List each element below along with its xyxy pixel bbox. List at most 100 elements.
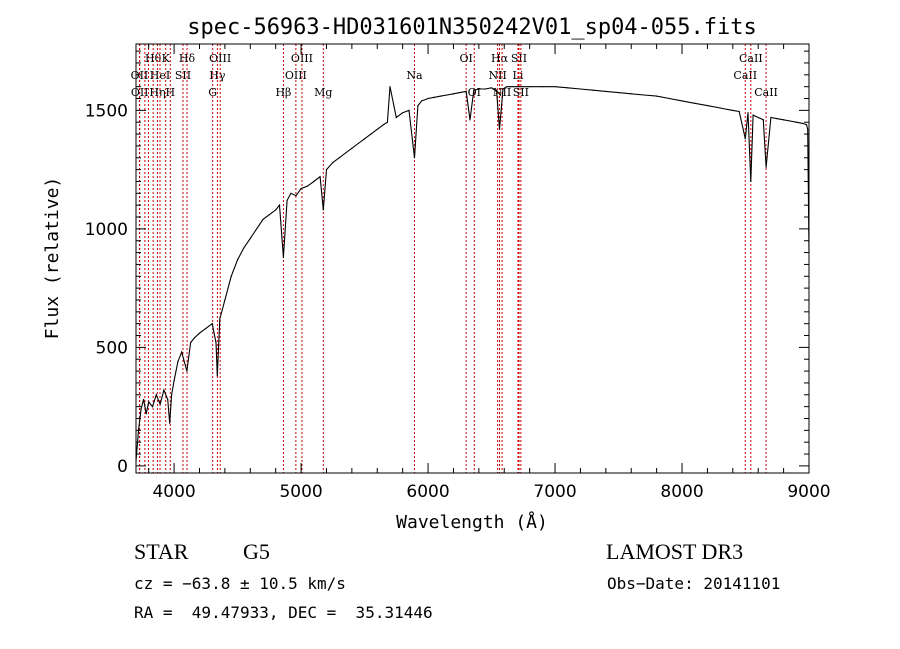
spectrum-point <box>278 204 281 206</box>
spectrum-point <box>313 180 315 183</box>
line-marker-label: Hη <box>149 86 165 99</box>
line-marker-label: SII <box>511 52 527 65</box>
spectrum-point <box>282 256 285 258</box>
spectrum-point <box>630 93 632 95</box>
spectrum-point <box>681 100 683 102</box>
spectrum-point <box>230 275 232 277</box>
y-axis-ticks: 0 500 1000 1500 <box>85 50 809 477</box>
spectrum-point <box>205 327 207 330</box>
spectrum-point <box>541 86 543 88</box>
spectrum-point <box>554 86 556 88</box>
observation-date: Obs−Date: 20141101 <box>607 574 781 593</box>
spectrum-point <box>338 157 340 159</box>
spectrum-point <box>236 259 239 261</box>
spectrum-point <box>186 370 188 372</box>
spectrum-point <box>427 97 429 100</box>
spectrum-point <box>732 109 734 111</box>
line-marker-label: Hα <box>491 52 509 65</box>
spectrum-point <box>290 192 292 194</box>
spectrum-point <box>465 90 467 93</box>
spectrum-point <box>770 116 772 119</box>
line-marker-label: OII <box>131 86 149 99</box>
spectrum-point <box>286 199 288 202</box>
spectrum-point <box>300 187 302 190</box>
spectrum-point <box>243 247 245 249</box>
spectrum-point <box>322 209 324 211</box>
spectrum-point <box>509 86 512 88</box>
spectrum-point <box>757 116 759 119</box>
spectrum-point <box>446 94 448 96</box>
x-tick-label: 8000 <box>660 482 703 502</box>
spectrum-point <box>159 403 161 405</box>
spectrum-point <box>155 394 157 396</box>
line-marker-label: Li <box>513 69 524 82</box>
spectrum-point <box>776 118 778 120</box>
spectrum-point <box>319 176 321 178</box>
spectrum-line <box>135 86 810 462</box>
spectral-line-markers: OIIOIIHθHηHeIKHSIIHδGHγOIIIHβOIIIOIIIMgN… <box>131 44 778 473</box>
spectrum-point <box>306 185 309 187</box>
line-marker-label: Na <box>406 69 423 82</box>
chart-title: spec-56963-HD031601N350242V01_sp04-055.f… <box>187 15 757 40</box>
spectrum-point <box>332 161 334 164</box>
spectrum-point <box>325 169 328 171</box>
line-marker-label: OIII <box>285 69 307 82</box>
x-tick-label: 5000 <box>279 482 322 502</box>
x-tick-label: 7000 <box>533 482 576 502</box>
spectrum-point <box>170 394 173 396</box>
object-subclass: G5 <box>243 539 270 564</box>
line-marker-label: NII <box>493 86 511 99</box>
spectrum-point <box>567 87 569 89</box>
spectrum-point <box>395 116 397 119</box>
survey-name: LAMOST DR3 <box>606 539 744 564</box>
spectrum-point <box>752 114 754 116</box>
line-marker-label: Hγ <box>209 69 226 82</box>
spectrum-point <box>386 121 389 123</box>
spectrum-point <box>805 123 808 126</box>
spectrum-point <box>473 89 475 91</box>
x-axis-ticks: 4000 5000 6000 7000 8000 9000 <box>148 44 831 502</box>
spectrum-point <box>417 105 419 107</box>
spectrum-point <box>363 138 366 140</box>
spectrum-point <box>167 398 169 401</box>
spectrum-point <box>383 123 385 126</box>
spectrum-point <box>738 110 740 113</box>
spectrum-point <box>744 138 746 140</box>
line-marker-label: SII <box>175 69 191 82</box>
spectrum-series <box>135 86 810 462</box>
x-tick-label: 6000 <box>406 482 449 502</box>
line-marker-label: G <box>208 86 217 99</box>
line-marker-label: OI <box>468 86 481 99</box>
spectrum-point <box>249 237 251 239</box>
spectrum-point <box>579 88 582 90</box>
spectrum-point <box>496 90 498 93</box>
spectrum-point <box>190 342 192 344</box>
spectrum-point <box>211 323 213 325</box>
spectrum-point <box>413 157 416 159</box>
line-marker-label: HeI <box>150 69 170 82</box>
redshift-readout: cz = −63.8 ± 10.5 km/s <box>134 574 346 593</box>
spectrum-point <box>516 86 518 88</box>
spectrum-point <box>498 128 501 130</box>
y-tick-label: 0 <box>117 457 128 477</box>
spectrum-point <box>478 88 480 90</box>
spectrum-point <box>173 379 175 382</box>
line-marker-label: SII <box>513 86 529 99</box>
y-tick-label: 1500 <box>85 101 128 121</box>
spectrum-point <box>215 342 217 344</box>
line-marker-label: Hθ <box>145 52 162 65</box>
spectrum-point <box>747 112 749 114</box>
spectrum-point <box>459 91 461 94</box>
spectrum-point <box>389 86 391 88</box>
spectrum-point <box>216 375 218 377</box>
line-marker-label: CaII <box>739 52 763 65</box>
spectrum-point <box>750 180 752 183</box>
spectrum-point <box>694 102 696 104</box>
plot-frame <box>135 43 810 474</box>
spectrum-point <box>719 107 721 109</box>
spectrum-point <box>469 119 471 121</box>
spectrum-point <box>765 166 767 168</box>
coordinates-readout: RA = 49.47933, DEC = 35.31446 <box>134 603 433 622</box>
spectrum-point <box>402 112 404 114</box>
spectrum-point <box>807 128 809 130</box>
